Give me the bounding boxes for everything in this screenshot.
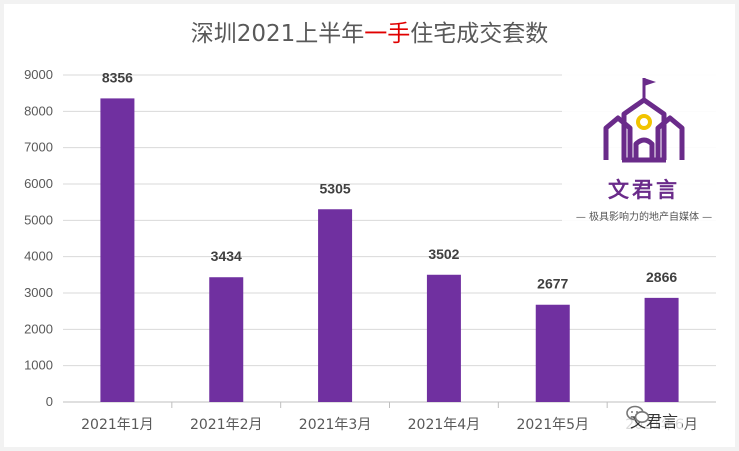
x-tick-label: 2021年5月 — [516, 417, 589, 433]
x-tick-label: 2021年2月 — [190, 417, 263, 433]
y-tick-label: 3000 — [24, 285, 53, 300]
bar — [426, 274, 461, 402]
y-tick-label: 8000 — [24, 103, 53, 118]
y-tick-label: 2000 — [24, 321, 53, 336]
y-tick-label: 6000 — [24, 176, 53, 191]
bar — [644, 297, 679, 402]
wechat-icon — [626, 405, 650, 423]
x-tick-label: 2021年3月 — [299, 417, 372, 433]
house-icon — [603, 78, 685, 163]
logo-name: 文君言 — [608, 177, 680, 202]
data-label: 2866 — [646, 269, 677, 285]
data-label: 5305 — [320, 180, 351, 196]
data-label: 3434 — [211, 248, 242, 264]
logo-tagline: — 极具影响力的地产自媒体 — — [575, 212, 713, 223]
data-label: 2677 — [537, 276, 568, 292]
brand-logo: 文君言 — 极具影响力的地产自媒体 — — [562, 70, 726, 230]
data-label: 8356 — [102, 69, 133, 85]
bar — [209, 277, 244, 402]
bar — [100, 98, 135, 402]
title-part-accent: 一手 — [364, 21, 411, 47]
x-tick-label: 2021年4月 — [408, 417, 481, 433]
y-tick-label: 9000 — [24, 67, 53, 82]
y-tick-label: 5000 — [24, 212, 53, 227]
watermark: 文君言 — [626, 405, 683, 435]
y-tick-label: 1000 — [24, 358, 53, 373]
y-tick-label: 0 — [46, 394, 53, 409]
bar — [318, 209, 353, 402]
data-label: 3502 — [428, 246, 459, 262]
chart-title: 深圳2021上半年一手住宅成交套数 — [0, 14, 739, 48]
title-part-3: 住宅成交套数 — [410, 21, 549, 47]
x-tick-label: 2021年1月 — [81, 417, 154, 433]
y-tick-label: 4000 — [24, 249, 53, 264]
y-tick-label: 7000 — [24, 140, 53, 155]
bar — [535, 304, 570, 402]
title-part-1: 深圳2021上半年 — [190, 21, 365, 47]
